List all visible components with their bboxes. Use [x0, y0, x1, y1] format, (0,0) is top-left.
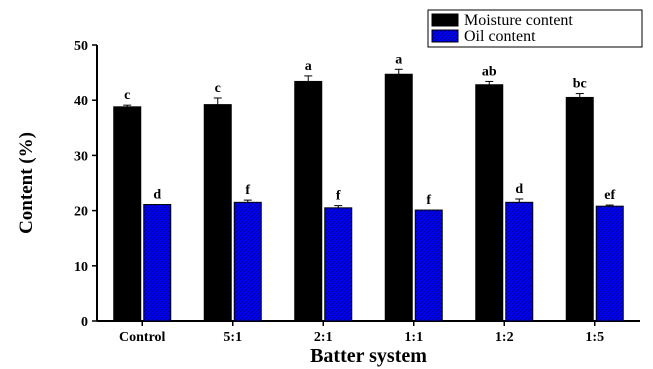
x-tick-label: 1:1: [404, 330, 423, 345]
bar-oil: [414, 209, 443, 322]
significance-letter: d: [153, 188, 161, 203]
legend-swatch-moisture: [431, 13, 459, 27]
bar-moisture: [113, 106, 142, 322]
bar-moisture: [565, 96, 594, 322]
bar-moisture: [294, 80, 323, 322]
plot-area: 0 10 20 30 40 50 Control c d 5:1 c f 2:1 a f 1:1 a f 1:2 ab…: [74, 39, 640, 345]
bar-moisture: [475, 84, 504, 322]
x-tick-label: 1:2: [495, 330, 514, 345]
legend-box: [427, 9, 643, 48]
x-tick-label: Control: [119, 330, 166, 345]
bar-oil: [505, 201, 534, 322]
significance-letter: d: [515, 182, 523, 197]
significance-letter: a: [395, 52, 402, 67]
significance-letter: bc: [573, 77, 587, 92]
x-tick-label: 1:5: [585, 330, 604, 345]
bar-oil: [324, 207, 353, 322]
bar-moisture: [384, 73, 413, 322]
significance-letter: ab: [482, 64, 497, 79]
significance-letter: f: [426, 193, 431, 208]
significance-letter: c: [124, 88, 130, 103]
y-tick-label: 50: [74, 39, 88, 54]
x-tick-label: 5:1: [223, 330, 242, 345]
y-tick-label: 0: [81, 315, 88, 330]
significance-letter: f: [245, 183, 250, 198]
bar-oil: [595, 205, 624, 322]
legend-label-moisture: Moisture content: [464, 12, 573, 29]
x-axis-label: Batter system: [310, 345, 427, 367]
y-tick-label: 20: [74, 205, 88, 220]
significance-letter: c: [215, 81, 221, 96]
legend-swatch-oil: [431, 29, 459, 43]
y-tick-label: 40: [74, 94, 88, 109]
legend-label-oil: Oil content: [464, 28, 536, 45]
bar-moisture: [203, 104, 232, 322]
y-tick-label: 30: [74, 149, 88, 164]
bar-oil: [143, 204, 172, 322]
significance-letter: a: [305, 59, 312, 74]
bar-oil: [233, 201, 262, 322]
significance-letter: f: [336, 189, 341, 204]
y-axis-label: Content (%): [16, 132, 37, 234]
y-tick-label: 10: [74, 260, 88, 275]
significance-letter: ef: [604, 188, 615, 203]
x-tick-label: 2:1: [314, 330, 333, 345]
